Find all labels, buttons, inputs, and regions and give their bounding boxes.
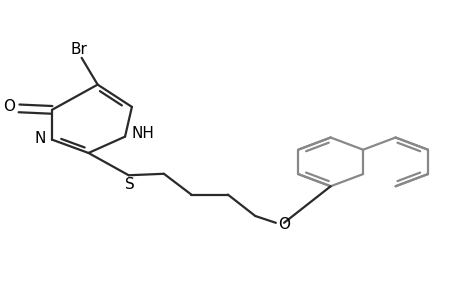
Text: NH: NH	[132, 126, 154, 141]
Text: Br: Br	[71, 42, 88, 57]
Text: N: N	[35, 130, 46, 146]
Text: O: O	[3, 99, 15, 114]
Text: O: O	[277, 217, 290, 232]
Text: S: S	[124, 177, 134, 192]
